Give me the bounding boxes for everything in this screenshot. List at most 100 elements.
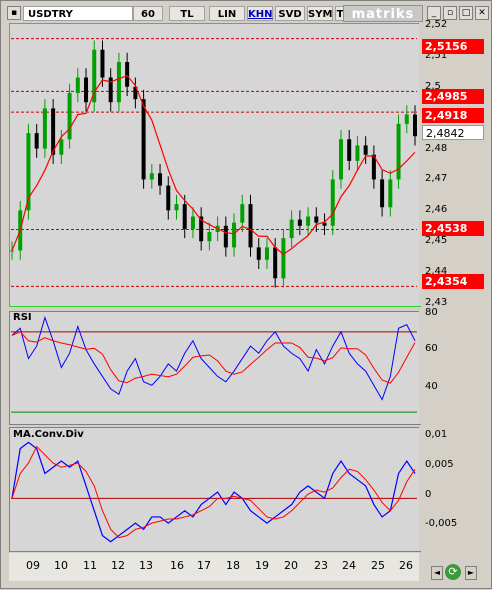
time-tick: 17 [197, 559, 211, 572]
candle-body [355, 145, 360, 161]
candle-body [289, 219, 294, 239]
time-tick: 10 [54, 559, 68, 572]
macd-signal-line [11, 445, 416, 539]
candle-body [116, 62, 121, 103]
candle-body [174, 204, 179, 211]
moving-average-line [11, 74, 416, 255]
price-tick: 2,43 [425, 297, 448, 308]
price-tick: 2,5 [425, 80, 441, 92]
candle-body [330, 179, 335, 226]
candle-body [297, 219, 302, 226]
macd-tick-3: 0 [425, 489, 432, 500]
price-tick: 2,47 [425, 173, 448, 185]
price-tick: 2,44 [425, 266, 448, 278]
time-tick: 20 [284, 559, 298, 572]
rsi-title: RSI [13, 312, 32, 323]
candle-body [281, 238, 286, 279]
candle-body [84, 77, 89, 103]
candle-body [51, 108, 56, 155]
save-button[interactable]: SVD [275, 6, 305, 21]
time-tick: 26 [399, 559, 413, 572]
candle-body [248, 204, 253, 248]
candle-body [413, 114, 417, 137]
time-tick: 09 [26, 559, 40, 572]
symbol-field[interactable]: USDTRY [23, 6, 133, 21]
candle-body [371, 154, 376, 180]
time-tick: 18 [226, 559, 240, 572]
currency-button[interactable]: TL [169, 6, 205, 21]
time-axis[interactable] [9, 553, 419, 581]
scroll-right-icon[interactable]: ► [465, 566, 477, 580]
candle-body [256, 247, 261, 260]
close-icon[interactable]: ✕ [475, 6, 489, 20]
candle-body [133, 86, 138, 100]
price-tick: 2,45 [425, 235, 448, 247]
scale-button[interactable]: LIN [209, 6, 245, 21]
price-tick: 2,48 [425, 142, 448, 154]
minimize-icon[interactable]: _ [427, 6, 441, 20]
candle-body [199, 216, 204, 242]
candle-body [166, 185, 171, 211]
candle-body [158, 173, 163, 186]
price-tick: 2,46 [425, 204, 448, 216]
rsi-scale [419, 311, 485, 424]
price-label-resistance-3: 2,4918 [422, 108, 484, 123]
candle-body [223, 225, 228, 248]
price-label-resistance-2: 2,4985 [422, 89, 484, 104]
candle-body [388, 179, 393, 208]
time-tick: 12 [111, 559, 125, 572]
candle-body [347, 139, 352, 161]
macd-line [11, 441, 416, 543]
time-tick: 19 [255, 559, 269, 572]
rsi-panel[interactable] [9, 311, 421, 425]
chart-type-button[interactable]: KHN [247, 6, 273, 21]
macd-tick-2: 0,005 [425, 459, 454, 470]
candle-body [207, 231, 212, 242]
price-tick: 2,52 [425, 19, 448, 30]
rsi-tick-80: 80 [425, 307, 438, 318]
symbols-button[interactable]: SYM [307, 6, 333, 21]
window-icon[interactable]: ▪ [7, 6, 21, 20]
candle-body [273, 247, 278, 279]
macd-title: MA.Conv.Div [13, 429, 84, 440]
candle-body [26, 133, 31, 211]
candle-body [59, 139, 64, 155]
macd-scale [419, 427, 485, 551]
scroll-left-icon[interactable]: ◄ [431, 566, 443, 580]
rsi-tick-40: 40 [425, 381, 438, 392]
candle-body [42, 108, 47, 149]
candle-body [34, 133, 39, 149]
candle-body [182, 204, 187, 229]
candle-body [404, 114, 409, 124]
time-tick: 24 [342, 559, 356, 572]
rsi-tick-60: 60 [425, 343, 438, 354]
candle-body [75, 77, 80, 93]
refresh-icon[interactable]: ⟳ [445, 564, 461, 580]
candle-body [264, 247, 269, 260]
macd-tick-1: 0,01 [425, 429, 448, 440]
maximize-icon[interactable]: □ [459, 6, 473, 20]
interval-button[interactable]: 60 [133, 6, 163, 21]
candle-body [10, 250, 14, 252]
candle-body [190, 216, 195, 229]
candle-body [108, 77, 113, 103]
price-label-support-1: 2,4538 [422, 221, 484, 236]
candle-body [141, 99, 146, 180]
candle-body [306, 216, 311, 226]
chart-toolbar: ▪ USDTRY 60 TL LIN KHN SVD SYM T matriks… [3, 3, 489, 23]
price-scale [419, 23, 485, 306]
time-tick: 23 [314, 559, 328, 572]
candle-body [100, 49, 105, 78]
candle-body [314, 216, 319, 223]
macd-panel[interactable] [9, 427, 421, 552]
candle-body [240, 204, 245, 223]
restore-icon[interactable]: ▫ [443, 6, 457, 20]
candle-body [92, 49, 97, 103]
candle-body [396, 123, 401, 180]
candle-body [380, 179, 385, 208]
candle-body [232, 222, 237, 248]
price-label-resistance-1: 2,5156 [422, 39, 484, 54]
candle-body [125, 62, 130, 87]
